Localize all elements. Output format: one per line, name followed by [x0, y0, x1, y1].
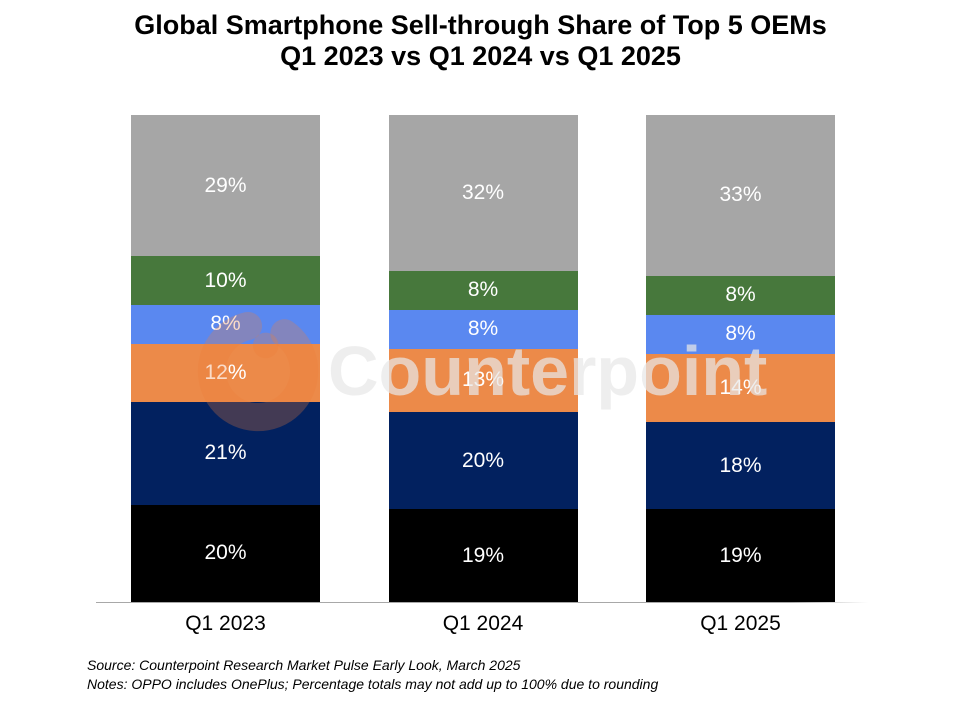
bar-segment-segment-navy: 21%: [131, 402, 320, 505]
stacked-bar-q1-2024: 32% 8% 8% 13% 20% 19%: [388, 115, 578, 602]
stacked-bar-q1-2025: 33% 8% 8% 14% 18% 19%: [646, 115, 835, 602]
bar-segment-segment-black-bottom: 19%: [388, 509, 578, 602]
bar-segment-segment-gray-top: 29%: [131, 115, 320, 257]
bar-segment-segment-green: 8%: [388, 270, 578, 310]
segment-value-label: 8%: [725, 322, 756, 346]
chart-title: Global Smartphone Sell-through Share of …: [0, 10, 961, 72]
bar-segment-segment-green: 10%: [131, 256, 320, 305]
bar-segment-segment-gray-top: 32%: [388, 115, 578, 271]
segment-value-label: 13%: [461, 368, 505, 392]
segment-value-label: 10%: [204, 268, 247, 292]
segment-value-label: 8%: [467, 278, 499, 302]
bar-segment-segment-orange: 14%: [646, 353, 835, 422]
segment-value-label: 29%: [204, 173, 247, 197]
segment-value-label: 33%: [719, 183, 762, 207]
chart-title-line2: Q1 2023 vs Q1 2024 vs Q1 2025: [280, 41, 681, 71]
stacked-bar-q1-2023: 29% 10% 8% 12% 21% 20%: [131, 115, 320, 602]
bar-segment-segment-black-bottom: 20%: [131, 504, 320, 602]
source-note: Source: Counterpoint Research Market Pul…: [87, 657, 521, 673]
rounding-note: Notes: OPPO includes OnePlus; Percentage…: [87, 675, 659, 692]
bar-segment-segment-navy: 18%: [646, 421, 835, 510]
bar-segment-segment-orange: 12%: [131, 343, 320, 403]
segment-value-label: 20%: [204, 541, 247, 565]
x-axis-label: Q1 2024: [442, 612, 524, 635]
segment-value-label: 8%: [210, 312, 241, 336]
segment-value-label: 19%: [461, 543, 505, 567]
chart-title-line1: Global Smartphone Sell-through Share of …: [134, 10, 827, 40]
footer-notes: Source: Counterpoint Research Market Pul…: [87, 656, 658, 693]
bar-segment-segment-blue: 8%: [646, 314, 835, 354]
x-axis-line: [96, 602, 868, 603]
x-axis-labels: Q1 2023 Q1 2024 Q1 2025: [131, 612, 835, 636]
x-axis-label: Q1 2023: [185, 612, 266, 635]
segment-value-label: 20%: [461, 448, 505, 472]
bar-segment-segment-orange: 13%: [388, 348, 578, 413]
segment-value-label: 14%: [719, 375, 762, 399]
segment-value-label: 18%: [719, 453, 762, 477]
segment-value-label: 32%: [461, 180, 505, 204]
segment-value-label: 8%: [725, 283, 756, 307]
x-axis-label: Q1 2025: [700, 612, 781, 635]
bar-segment-segment-navy: 20%: [388, 412, 578, 510]
bar-group: 29% 10% 8% 12% 21% 20% 32% 8% 8% 13% 20% 19% 33% 8% 8%…: [131, 115, 835, 602]
segment-value-label: 19%: [719, 543, 762, 567]
bar-segment-segment-blue: 8%: [131, 304, 320, 344]
segment-value-label: 8%: [467, 317, 499, 341]
bar-segment-segment-black-bottom: 19%: [646, 509, 835, 602]
segment-value-label: 12%: [204, 361, 247, 385]
bar-segment-segment-gray-top: 33%: [646, 115, 835, 276]
bar-segment-segment-blue: 8%: [388, 309, 578, 349]
segment-value-label: 21%: [204, 441, 247, 465]
bar-segment-segment-green: 8%: [646, 275, 835, 315]
